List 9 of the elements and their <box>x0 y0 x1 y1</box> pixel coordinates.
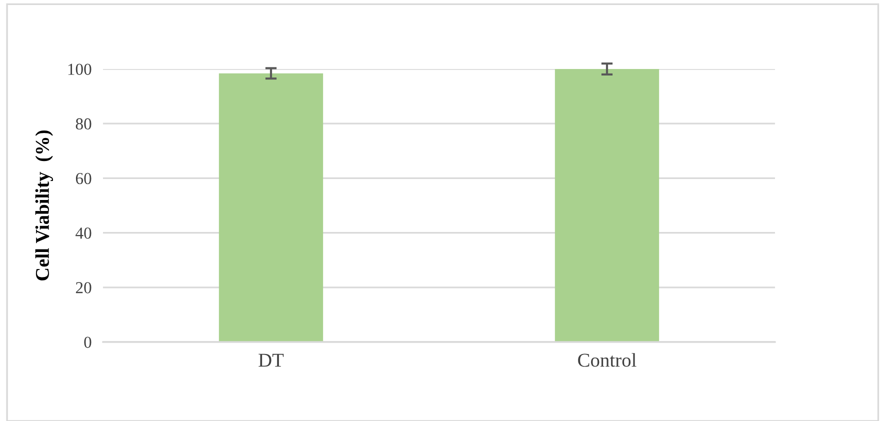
y-tick-label: 20 <box>76 282 92 294</box>
y-tick-label: 0 <box>84 336 92 348</box>
y-tick-label: 80 <box>76 118 92 130</box>
x-tick-label: Control <box>578 353 636 367</box>
y-axis-title: Cell Viability (%) <box>35 130 53 280</box>
x-tick-label: DT <box>258 354 284 367</box>
y-tick-label: 40 <box>76 228 92 239</box>
y-tick-label: 100 <box>68 64 92 75</box>
y-tick-label: 60 <box>76 172 92 184</box>
